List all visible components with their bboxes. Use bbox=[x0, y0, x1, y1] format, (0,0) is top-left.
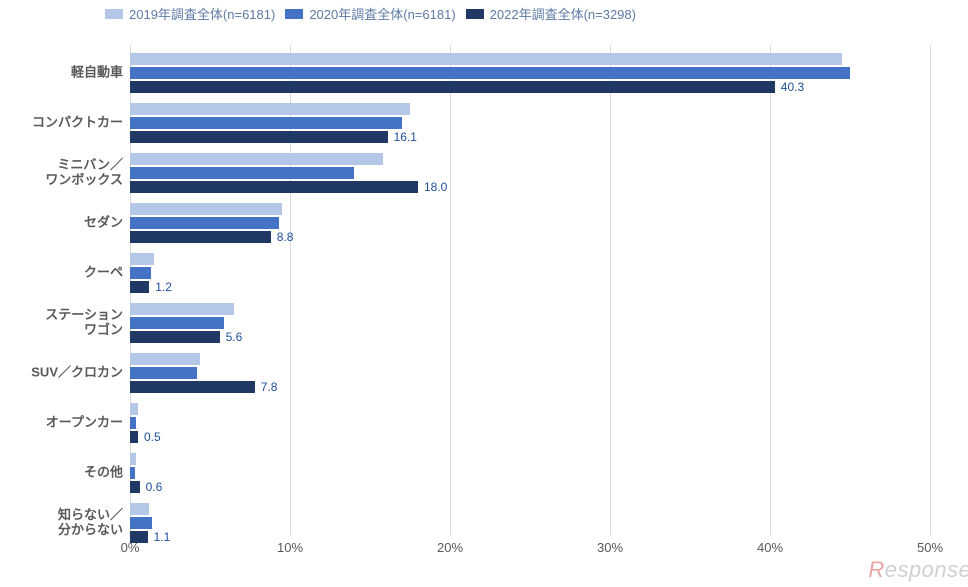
legend-item-0: 2019年調査全体(n=6181) bbox=[105, 4, 275, 23]
bar bbox=[130, 153, 383, 165]
legend-label: 2019年調査全体(n=6181) bbox=[129, 4, 275, 23]
bar bbox=[130, 517, 152, 529]
value-label: 18.0 bbox=[418, 180, 447, 194]
x-tick-label: 10% bbox=[277, 540, 303, 555]
legend-label: 2022年調査全体(n=3298) bbox=[490, 4, 636, 23]
grid-line bbox=[930, 45, 931, 535]
bar bbox=[130, 131, 388, 143]
bar bbox=[130, 253, 154, 265]
x-tick-label: 50% bbox=[917, 540, 943, 555]
bar bbox=[130, 403, 138, 415]
category-label: 軽自動車 bbox=[71, 66, 123, 81]
category-label: SUV／クロカン bbox=[31, 366, 123, 381]
chart-container: 2019年調査全体(n=6181) 2020年調査全体(n=6181) 2022年調… bbox=[0, 0, 968, 587]
bar bbox=[130, 281, 149, 293]
value-label: 7.8 bbox=[255, 380, 278, 394]
value-label: 40.3 bbox=[775, 80, 804, 94]
value-label: 1.2 bbox=[149, 280, 172, 294]
bar bbox=[130, 267, 151, 279]
category-label: セダン bbox=[84, 216, 123, 231]
bar bbox=[130, 117, 402, 129]
category-label: ステーション ワゴン bbox=[45, 308, 123, 338]
category-label: オープンカー bbox=[46, 416, 123, 431]
bar bbox=[130, 453, 136, 465]
legend-item-2: 2022年調査全体(n=3298) bbox=[466, 4, 636, 23]
bar bbox=[130, 317, 224, 329]
bar bbox=[130, 181, 418, 193]
value-label: 0.6 bbox=[140, 480, 163, 494]
value-label: 5.6 bbox=[220, 330, 243, 344]
watermark: Response. bbox=[868, 557, 968, 583]
bar bbox=[130, 81, 775, 93]
value-label: 1.1 bbox=[148, 530, 171, 544]
bar bbox=[130, 431, 138, 443]
bar bbox=[130, 217, 279, 229]
watermark-prefix: R bbox=[868, 557, 884, 582]
bar bbox=[130, 103, 410, 115]
value-label: 8.8 bbox=[271, 230, 294, 244]
category-label: ミニバン／ ワンボックス bbox=[45, 158, 123, 188]
category-label: その他 bbox=[84, 466, 123, 481]
bar bbox=[130, 303, 234, 315]
x-tick-label: 20% bbox=[437, 540, 463, 555]
grid-line bbox=[450, 45, 451, 535]
bar bbox=[130, 53, 842, 65]
legend: 2019年調査全体(n=6181) 2020年調査全体(n=6181) 2022年調… bbox=[105, 4, 636, 23]
legend-swatch bbox=[285, 9, 303, 19]
legend-item-1: 2020年調査全体(n=6181) bbox=[285, 4, 455, 23]
bar bbox=[130, 231, 271, 243]
grid-line bbox=[610, 45, 611, 535]
bar bbox=[130, 167, 354, 179]
legend-swatch bbox=[466, 9, 484, 19]
bar bbox=[130, 481, 140, 493]
bar bbox=[130, 367, 197, 379]
grid-line bbox=[770, 45, 771, 535]
bar bbox=[130, 67, 850, 79]
bar bbox=[130, 531, 148, 543]
value-label: 0.5 bbox=[138, 430, 161, 444]
category-label: コンパクトカー bbox=[32, 116, 123, 131]
value-label: 16.1 bbox=[388, 130, 417, 144]
legend-swatch bbox=[105, 9, 123, 19]
category-label: クーペ bbox=[84, 266, 123, 281]
bar bbox=[130, 203, 282, 215]
x-tick-label: 30% bbox=[597, 540, 623, 555]
bar bbox=[130, 417, 136, 429]
bar bbox=[130, 467, 135, 479]
bar bbox=[130, 331, 220, 343]
legend-label: 2020年調査全体(n=6181) bbox=[309, 4, 455, 23]
plot-area: 0%10%20%30%40%50%40.316.118.08.81.25.67.… bbox=[130, 45, 940, 555]
bar bbox=[130, 381, 255, 393]
bar bbox=[130, 353, 200, 365]
bar bbox=[130, 503, 149, 515]
category-label: 知らない／ 分からない bbox=[58, 508, 123, 538]
watermark-rest: esponse. bbox=[885, 557, 968, 582]
x-tick-label: 40% bbox=[757, 540, 783, 555]
